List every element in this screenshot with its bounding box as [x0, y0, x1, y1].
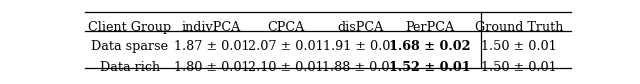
Text: 2.10 ± 0.01: 2.10 ± 0.01 [248, 61, 324, 74]
Text: PerPCA: PerPCA [405, 21, 454, 34]
Text: 1.52 ± 0.01: 1.52 ± 0.01 [389, 61, 470, 74]
Text: 1.91 ± 0.01: 1.91 ± 0.01 [323, 40, 398, 53]
Text: 1.68 ± 0.02: 1.68 ± 0.02 [389, 40, 470, 53]
Text: Data rich: Data rich [100, 61, 159, 74]
Text: 1.87 ± 0.01: 1.87 ± 0.01 [173, 40, 249, 53]
Text: Ground Truth: Ground Truth [475, 21, 563, 34]
Text: 2.07 ± 0.01: 2.07 ± 0.01 [248, 40, 324, 53]
Text: disPCA: disPCA [337, 21, 383, 34]
Text: Data sparse: Data sparse [91, 40, 168, 53]
Text: indivPCA: indivPCA [182, 21, 241, 34]
Text: CPCA: CPCA [267, 21, 305, 34]
Text: 1.88 ± 0.01: 1.88 ± 0.01 [323, 61, 398, 74]
Text: Client Group: Client Group [88, 21, 171, 34]
Text: 1.50 ± 0.01: 1.50 ± 0.01 [481, 40, 557, 53]
Text: 1.50 ± 0.01: 1.50 ± 0.01 [481, 61, 557, 74]
Text: 1.80 ± 0.01: 1.80 ± 0.01 [173, 61, 249, 74]
